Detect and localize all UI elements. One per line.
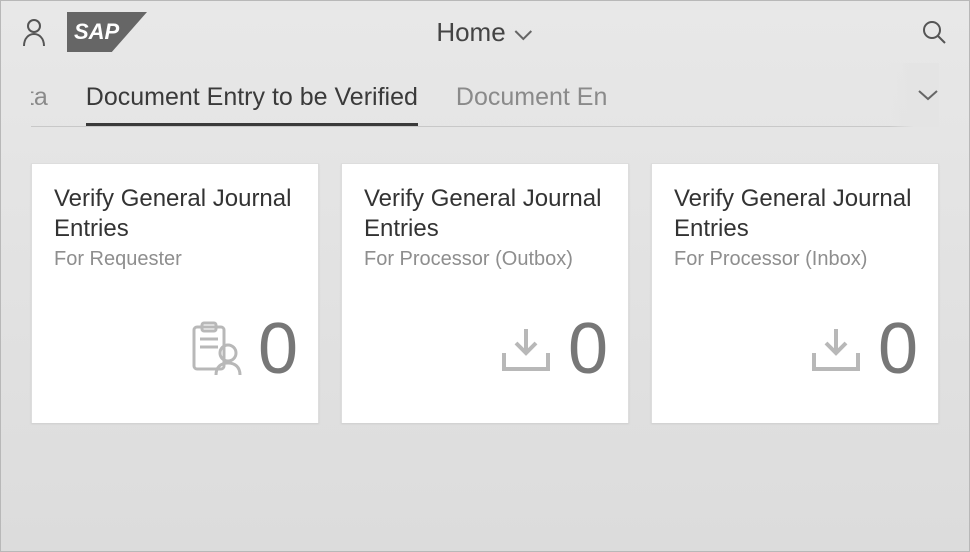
tab-label: ata (31, 83, 48, 111)
tile-title: Verify General Journal Entries (54, 184, 298, 244)
tab-document-entry-partial[interactable]: Document En (456, 83, 607, 126)
clipboard-user-icon (186, 319, 246, 379)
tab-label: Document En (456, 83, 607, 111)
tab-label: Document Entry to be Verified (86, 83, 418, 111)
download-tray-icon (806, 319, 866, 379)
tile-count: 0 (878, 313, 918, 385)
tile-subtitle: For Processor (Outbox) (364, 248, 608, 271)
tile-count: 0 (568, 313, 608, 385)
tab-document-entry-to-be-verified[interactable]: Document Entry to be Verified (86, 83, 418, 126)
shell-header: SAP Home (1, 1, 969, 63)
tile-footer: 0 (54, 313, 298, 423)
tile-footer: 0 (364, 313, 608, 423)
sap-logo[interactable]: SAP (67, 12, 147, 52)
sap-logo-text: SAP (74, 19, 119, 45)
tile-verify-processor-inbox[interactable]: Verify General Journal Entries For Proce… (651, 163, 939, 423)
tab-bar-container: ata Document Entry to be Verified Docume… (1, 63, 969, 127)
tab-overflow-button[interactable] (889, 63, 939, 127)
user-icon[interactable] (19, 17, 49, 47)
tile-container: Verify General Journal Entries For Reque… (1, 127, 969, 423)
search-icon[interactable] (919, 17, 949, 47)
tile-subtitle: For Requester (54, 248, 298, 271)
download-tray-icon (496, 319, 556, 379)
tile-footer: 0 (674, 313, 918, 423)
tile-verify-processor-outbox[interactable]: Verify General Journal Entries For Proce… (341, 163, 629, 423)
chevron-down-icon (514, 17, 534, 48)
tab-bar: ata Document Entry to be Verified Docume… (31, 63, 939, 127)
tile-title: Verify General Journal Entries (674, 184, 918, 244)
tab-data[interactable]: ata (31, 83, 48, 126)
app-shell: SAP Home ata Document Entry to be Verifi… (0, 0, 970, 552)
tile-count: 0 (258, 313, 298, 385)
page-title: Home (436, 17, 505, 48)
tile-subtitle: For Processor (Inbox) (674, 248, 918, 271)
tile-title: Verify General Journal Entries (364, 184, 608, 244)
tile-verify-requester[interactable]: Verify General Journal Entries For Reque… (31, 163, 319, 423)
page-title-button[interactable]: Home (436, 17, 533, 48)
